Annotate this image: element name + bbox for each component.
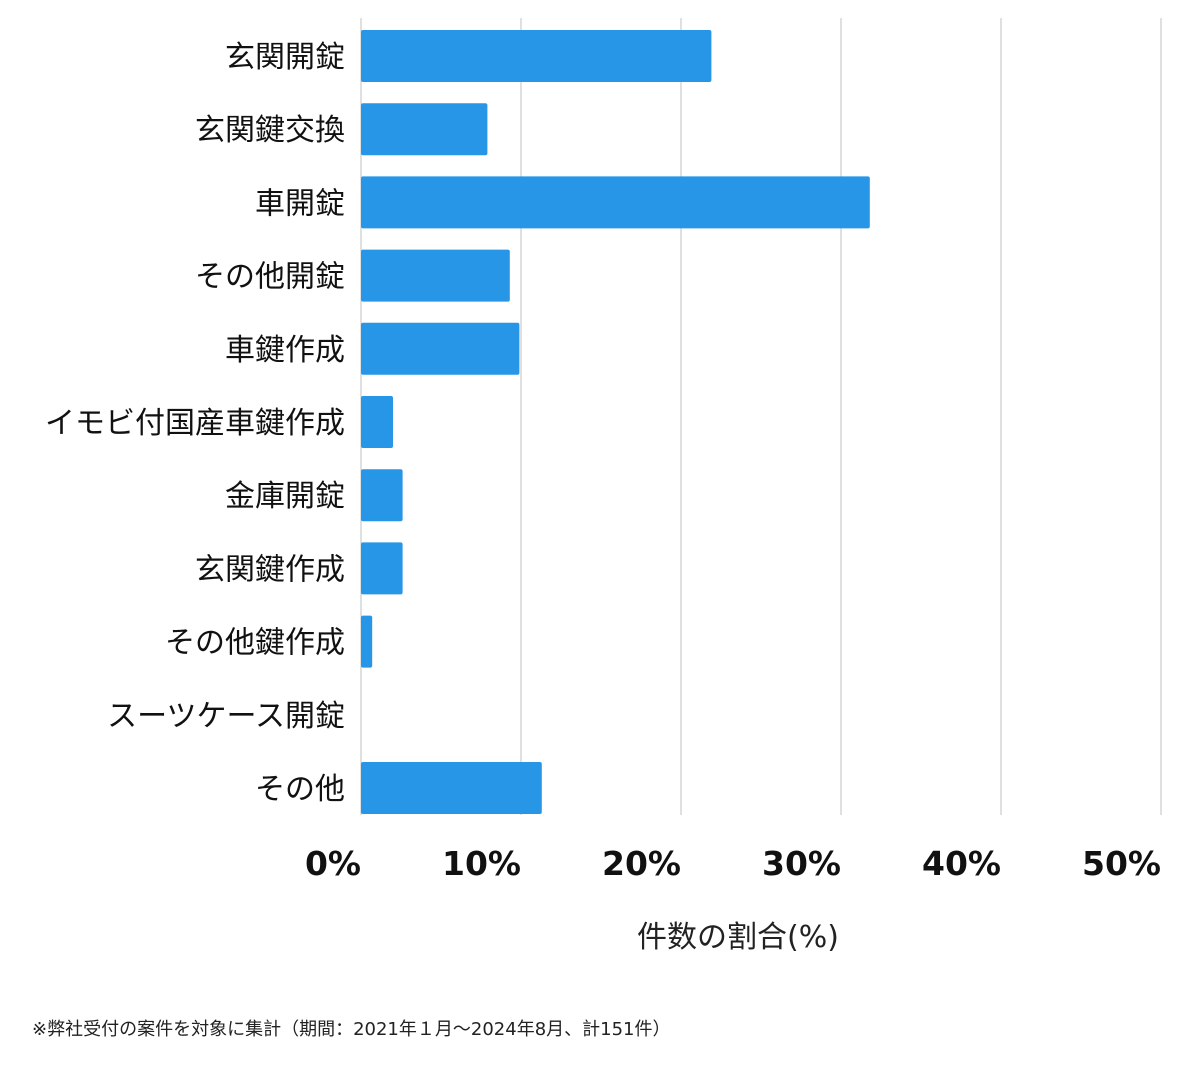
x-tick-label-20: 20%	[602, 844, 681, 883]
x-tick-labels: 0% 10% 20% 30% 40% 50%	[305, 844, 1161, 883]
bar-chart: 玄関開錠玄関鍵交換車開錠その他開錠車鍵作成イモビ付国産車鍵作成金庫開錠玄関鍵作成…	[45, 18, 1162, 955]
footnote: ※弊社受付の案件を対象に集計（期間：2021年１月〜2024年8月、計151件）	[32, 1019, 671, 1040]
bars	[361, 30, 870, 814]
category-label-10: スーツケース開錠	[107, 699, 345, 734]
bar-1	[361, 30, 712, 82]
x-tick-label-50: 50%	[1082, 844, 1161, 883]
category-label-1: 玄関開錠	[225, 40, 345, 75]
bar-11	[361, 762, 542, 814]
category-label-6: イモビ付国産車鍵作成	[45, 406, 345, 441]
category-label-2: 玄関鍵交換	[195, 113, 345, 148]
x-tick-label-0: 0%	[305, 844, 361, 883]
x-tick-label-30: 30%	[762, 844, 841, 883]
category-label-3: 車開錠	[255, 186, 345, 221]
bar-9	[361, 615, 373, 668]
bar-5	[361, 322, 520, 375]
category-label-4: その他開錠	[195, 260, 345, 295]
x-axis-title: 件数の割合(%)	[637, 920, 839, 955]
bar-3	[361, 176, 870, 229]
category-label-8: 玄関鍵作成	[195, 552, 345, 587]
bar-2	[361, 103, 488, 156]
category-labels: 玄関開錠玄関鍵交換車開錠その他開錠車鍵作成イモビ付国産車鍵作成金庫開錠玄関鍵作成…	[45, 40, 345, 807]
bar-7	[361, 469, 403, 522]
category-label-11: その他	[255, 772, 345, 807]
category-label-7: 金庫開錠	[225, 479, 345, 514]
category-label-9: その他鍵作成	[165, 626, 345, 661]
x-tick-label-10: 10%	[442, 844, 521, 883]
bar-4	[361, 249, 510, 302]
bar-8	[361, 542, 403, 595]
category-label-5: 車鍵作成	[225, 333, 345, 368]
gridlines	[360, 18, 1162, 815]
bar-6	[361, 396, 393, 448]
x-tick-label-40: 40%	[922, 844, 1001, 883]
